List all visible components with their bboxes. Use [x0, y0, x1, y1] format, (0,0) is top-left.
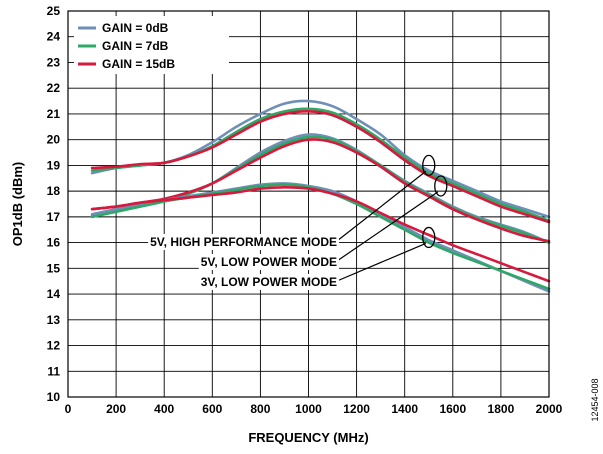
y-tick-label: 14: [47, 287, 61, 301]
x-tick-label: 1200: [343, 402, 370, 416]
y-tick-label: 22: [47, 81, 61, 95]
legend: GAIN = 0dB GAIN = 7dB GAIN = 15dB: [74, 16, 229, 74]
annotation-ellipse: [422, 226, 436, 249]
annotation-leader-line: [336, 242, 426, 282]
annotation-label-bg: [148, 234, 339, 250]
y-tick-label: 23: [47, 55, 61, 69]
series-lines: [90, 99, 551, 293]
plot-frame: [67, 10, 550, 398]
annotations: 5V, HIGH PERFORMANCE MODE 5V, LOW POWER M…: [148, 154, 448, 290]
annotation-ellipse: [422, 154, 436, 177]
x-tick-label: 800: [250, 402, 270, 416]
y-tick-label: 15: [47, 261, 61, 275]
y-tick-label: 13: [47, 313, 61, 327]
x-tick-label: 1400: [391, 402, 418, 416]
y-tick-label: 18: [47, 184, 61, 198]
y-tick-label: 25: [47, 4, 61, 18]
y-tick-label: 12: [47, 339, 61, 353]
annotation-label: 3V, LOW POWER MODE: [201, 275, 337, 289]
x-tick-label: 200: [106, 402, 126, 416]
annotation-label-bg: [198, 274, 339, 290]
x-tick-label: 1000: [295, 402, 322, 416]
annotation-label: 5V, LOW POWER MODE: [201, 255, 337, 269]
x-tick-label: 2000: [536, 402, 563, 416]
annotation-label-bg: [198, 254, 339, 270]
x-axis-ticks: 0 200 400 600 800 1000 1200 1400 1600 1800 2000: [65, 402, 563, 416]
x-axis-title: FREQUENCY (MHz): [248, 430, 368, 445]
x-tick-label: 1600: [439, 402, 466, 416]
y-tick-label: 11: [47, 364, 60, 378]
x-tick-label: 1800: [488, 402, 515, 416]
x-tick-label: 0: [65, 402, 72, 416]
legend-label: GAIN = 15dB: [102, 57, 175, 71]
y-tick-label: 10: [47, 390, 61, 404]
legend-label: GAIN = 0dB: [102, 21, 169, 35]
y-tick-label: 17: [47, 210, 61, 224]
legend-box: [74, 16, 229, 74]
y-tick-label: 19: [47, 158, 61, 172]
y-tick-label: 16: [47, 236, 61, 250]
annotation-leader-line: [336, 170, 427, 242]
annotation-label: 5V, HIGH PERFORMANCE MODE: [150, 235, 337, 249]
series-line: [90, 185, 551, 283]
annotation-leader-line: [336, 191, 439, 262]
y-axis-title: OP1dB (dBm): [10, 162, 25, 247]
y-axis-ticks: 10 11 12 13 14 15 16 17 18 19 20 21 22 23 24 25: [47, 4, 61, 404]
y-tick-label: 20: [47, 133, 61, 147]
y-tick-label: 24: [47, 30, 61, 44]
annotation-ellipse: [434, 175, 448, 197]
x-tick-label: 600: [202, 402, 222, 416]
series-line: [90, 110, 551, 224]
legend-label: GAIN = 7dB: [102, 39, 169, 53]
series-line: [90, 138, 551, 243]
figure-id: 12454-008: [590, 378, 600, 421]
x-tick-label: 400: [154, 402, 174, 416]
y-tick-label: 21: [47, 107, 61, 121]
